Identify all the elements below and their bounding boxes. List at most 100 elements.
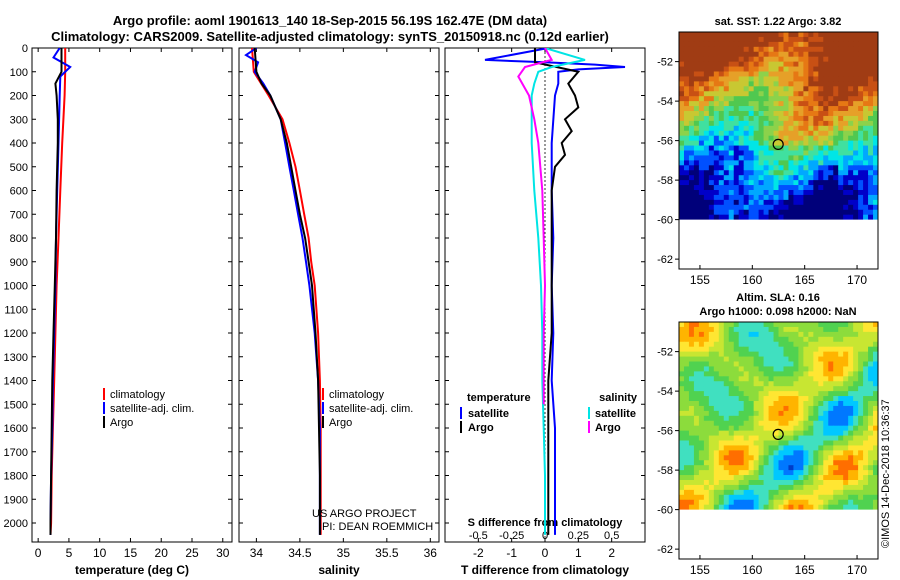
map-cell	[793, 489, 799, 496]
map-cell	[723, 214, 730, 221]
map-cell	[743, 204, 750, 211]
map-cell	[863, 135, 869, 142]
map-cell	[743, 56, 750, 63]
map-cell	[679, 199, 685, 206]
map-cell	[803, 81, 809, 87]
map-cell	[728, 199, 735, 206]
map-cell	[848, 96, 854, 102]
map-cell	[798, 180, 804, 186]
map-cell	[738, 194, 745, 201]
map-cell	[753, 175, 760, 181]
map-cell	[683, 180, 690, 186]
map-cell	[708, 140, 715, 146]
map-cell	[793, 445, 799, 451]
map-cell	[828, 381, 834, 387]
map-cell	[743, 445, 750, 451]
map-cell	[738, 415, 745, 422]
map-cell	[738, 356, 745, 362]
map-cell	[848, 32, 854, 38]
map-cell	[858, 326, 864, 333]
map-cell	[783, 106, 789, 112]
map-cell	[733, 504, 740, 511]
map-cell	[798, 425, 804, 432]
map-cell	[718, 480, 725, 486]
map-cell	[768, 470, 774, 476]
map-cell	[758, 140, 764, 146]
map-cell	[693, 361, 700, 367]
map-cell	[803, 145, 809, 151]
map-cell	[768, 175, 774, 181]
map-cell	[768, 455, 774, 461]
map-cell	[823, 160, 829, 166]
map-cell	[713, 155, 720, 161]
map-cell	[808, 160, 814, 166]
map-cell	[743, 480, 750, 486]
x2-tick-label: 0.25	[568, 530, 589, 542]
map-cell	[798, 194, 804, 201]
map-cell	[683, 86, 690, 92]
map-cell	[693, 326, 700, 333]
map-cell	[693, 32, 700, 38]
credit-text: US ARGO PROJECT	[312, 508, 417, 520]
map-cell	[738, 51, 745, 58]
map-cell	[753, 396, 760, 402]
map-cell	[698, 470, 705, 476]
map-cell	[818, 32, 824, 38]
map-cell	[683, 475, 690, 481]
map-cell	[838, 56, 844, 63]
map-cell	[763, 450, 769, 456]
map-cell	[733, 386, 740, 392]
map-cell	[688, 351, 695, 357]
map-cell	[793, 76, 799, 82]
map-cell	[703, 66, 710, 72]
map-cell	[768, 494, 774, 501]
map-cell	[763, 56, 769, 63]
map-cell	[813, 101, 819, 107]
map-cell	[873, 376, 879, 382]
map-cell	[838, 46, 844, 53]
map-cell	[788, 326, 794, 333]
map-cell	[813, 450, 819, 456]
map-cell	[778, 326, 784, 333]
map-cell	[803, 480, 809, 486]
map-cell	[873, 455, 879, 461]
map-cell	[823, 115, 829, 122]
map-cell	[803, 66, 809, 72]
map-cell	[738, 76, 745, 82]
map-cell	[698, 46, 705, 53]
map-y-tick-label: -60	[657, 215, 673, 227]
map-cell	[818, 150, 824, 156]
map-cell	[748, 376, 755, 382]
map-cell	[713, 170, 720, 176]
map-cell	[813, 130, 819, 137]
map-cell	[823, 194, 829, 201]
map-cell	[768, 450, 774, 456]
map-cell	[843, 204, 849, 211]
map-cell	[793, 56, 799, 63]
map-cell	[783, 435, 789, 441]
map-cell	[788, 204, 794, 211]
map-cell	[748, 199, 755, 206]
map-cell	[738, 185, 745, 191]
map-cell	[873, 386, 879, 392]
map-cell	[703, 86, 710, 92]
map-cell	[683, 410, 690, 417]
map-cell	[753, 440, 760, 446]
map-cell	[758, 165, 764, 171]
map-cell	[783, 140, 789, 146]
map-cell	[728, 204, 735, 211]
map-cell	[853, 209, 859, 216]
map-cell	[818, 435, 824, 441]
map-cell	[798, 145, 804, 151]
map-cell	[798, 460, 804, 466]
map-cell	[873, 190, 879, 196]
map-cell	[738, 331, 745, 338]
map-cell	[808, 209, 814, 216]
map-cell	[848, 440, 854, 446]
map-cell	[868, 371, 874, 377]
map-cell	[743, 499, 750, 506]
map-cell	[718, 150, 725, 156]
map-cell	[823, 371, 829, 377]
map-cell	[793, 425, 799, 432]
map-cell	[813, 361, 819, 367]
